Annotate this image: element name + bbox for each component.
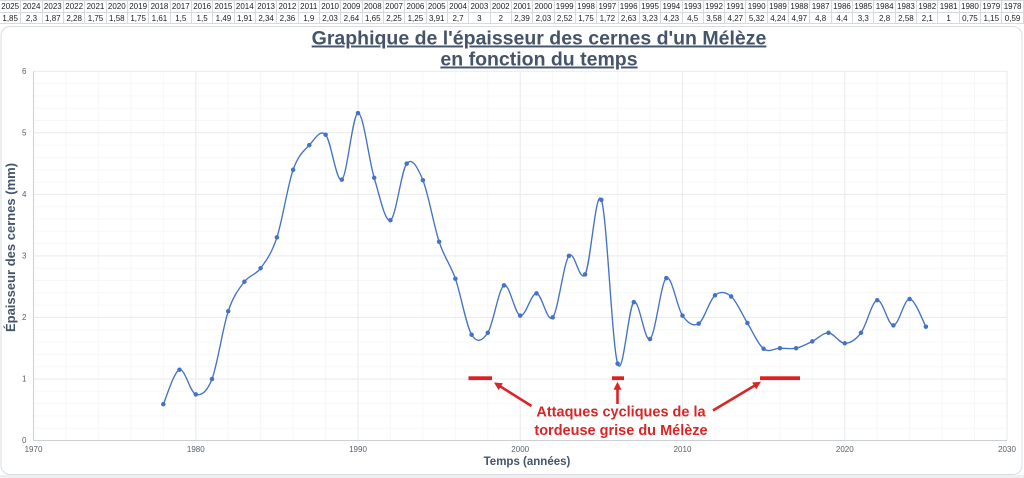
svg-text:1: 1 <box>22 375 27 384</box>
svg-text:5: 5 <box>22 129 27 138</box>
svg-text:2020: 2020 <box>836 445 854 454</box>
svg-text:4: 4 <box>22 190 27 199</box>
svg-text:2030: 2030 <box>998 445 1016 454</box>
svg-text:Épaisseur des cernes (mm): Épaisseur des cernes (mm) <box>3 163 18 332</box>
svg-text:1980: 1980 <box>187 445 205 454</box>
svg-text:6: 6 <box>22 67 27 76</box>
svg-text:2000: 2000 <box>511 445 529 454</box>
svg-text:Attaques cycliques de la: Attaques cycliques de la <box>536 405 706 421</box>
svg-text:tordeuse grise du Mélèze: tordeuse grise du Mélèze <box>534 423 707 439</box>
svg-text:1970: 1970 <box>25 445 43 454</box>
svg-text:2010: 2010 <box>674 445 692 454</box>
svg-text:2: 2 <box>22 313 27 322</box>
svg-text:Graphique de l'épaisseur des c: Graphique de l'épaisseur des cernes d'un… <box>312 28 767 50</box>
svg-text:3: 3 <box>22 252 27 261</box>
svg-text:0: 0 <box>22 436 27 445</box>
svg-text:Temps (années): Temps (années) <box>484 456 571 468</box>
svg-text:1990: 1990 <box>349 445 367 454</box>
svg-text:en fonction du temps: en fonction du temps <box>440 49 637 71</box>
